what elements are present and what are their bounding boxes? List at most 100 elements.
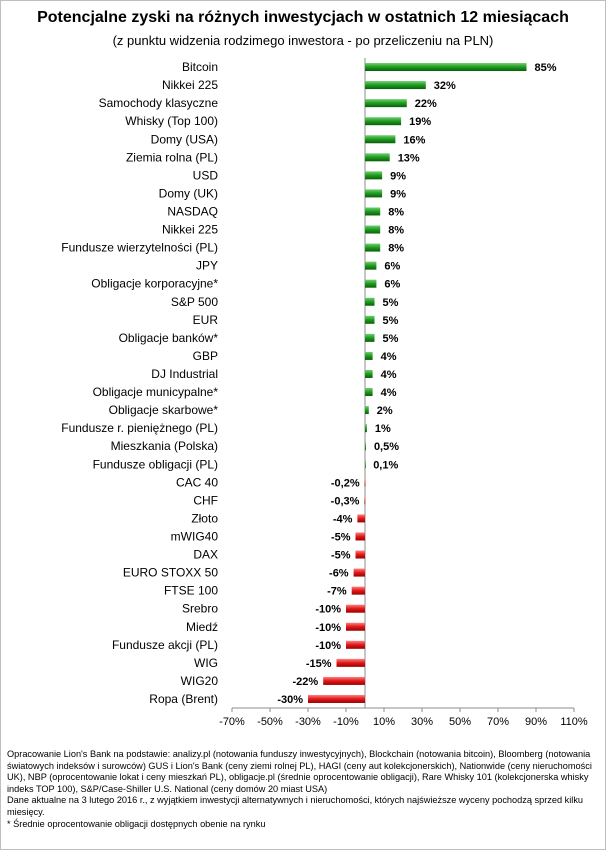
category-label: Fundusze akcji (PL) <box>112 638 218 652</box>
bar <box>365 207 381 216</box>
chart-footer: Opracowanie Lion's Bank na podstawie: an… <box>7 749 601 830</box>
category-label: mWIG40 <box>171 529 219 543</box>
bar <box>346 640 365 649</box>
bar <box>365 171 383 180</box>
x-tick-label: 90% <box>525 716 547 728</box>
bar <box>365 460 366 469</box>
category-label: Bitcoin <box>182 60 218 74</box>
category-label: Złoto <box>191 511 218 525</box>
bar <box>365 369 373 378</box>
bar <box>365 117 402 126</box>
category-label: NASDAQ <box>167 204 218 218</box>
category-label: Samochody klasyczne <box>99 96 219 110</box>
bar <box>364 478 366 487</box>
category-label: FTSE 100 <box>164 584 218 598</box>
category-label: Ropa (Brent) <box>149 692 218 706</box>
category-label: Fundusze wierzytelności (PL) <box>61 241 218 255</box>
category-label: Obligacje municypalne* <box>93 385 219 399</box>
data-label: -5% <box>331 531 351 543</box>
data-label: -0,2% <box>331 477 360 489</box>
data-label: 32% <box>434 80 456 92</box>
category-label: WIG <box>194 656 218 670</box>
category-label: JPY <box>196 259 218 273</box>
category-label: WIG20 <box>181 674 219 688</box>
data-label: 5% <box>383 315 399 327</box>
bar <box>364 496 366 505</box>
bar <box>365 189 383 198</box>
data-label: -10% <box>315 640 341 652</box>
bar <box>365 424 367 433</box>
data-label: 8% <box>388 225 404 237</box>
data-label: -10% <box>315 604 341 616</box>
data-label: 5% <box>383 333 399 345</box>
data-label: 9% <box>390 170 406 182</box>
bar <box>365 406 369 415</box>
chart-title: Potencjalne zyski na różnych inwestycjac… <box>37 9 569 26</box>
data-label: -30% <box>277 694 303 706</box>
bar <box>353 568 365 577</box>
bar <box>365 388 373 397</box>
category-label: Obligacje korporacyjne* <box>91 277 218 291</box>
category-label: S&P 500 <box>171 295 218 309</box>
data-label: 2% <box>377 405 393 417</box>
bar <box>365 99 407 108</box>
x-tick-label: -70% <box>219 716 245 728</box>
data-label: -7% <box>327 586 347 598</box>
category-label: CHF <box>193 493 218 507</box>
footer-source: Opracowanie Lion's Bank na podstawie: an… <box>7 749 592 794</box>
x-tick-label: -50% <box>257 716 283 728</box>
data-label: 4% <box>381 369 397 381</box>
data-label: 0,1% <box>373 459 398 471</box>
category-label: Fundusze r. pieniężnego (PL) <box>61 421 218 435</box>
category-label: Domy (USA) <box>151 132 218 146</box>
category-label: Domy (UK) <box>159 186 218 200</box>
data-label: -5% <box>331 550 351 562</box>
data-label: 6% <box>384 261 400 273</box>
x-tick-label: 70% <box>487 716 509 728</box>
bar <box>365 81 426 90</box>
data-label: 4% <box>381 351 397 363</box>
bar <box>355 532 365 541</box>
data-label: 22% <box>415 98 437 110</box>
data-label: -22% <box>293 676 319 688</box>
category-label: Nikkei 225 <box>162 223 218 237</box>
bar <box>365 261 377 270</box>
data-label: -4% <box>333 513 353 525</box>
bar <box>365 135 396 144</box>
bar <box>308 694 365 703</box>
bar <box>351 586 365 595</box>
data-label: 8% <box>388 206 404 218</box>
bar <box>336 658 365 667</box>
category-label: Nikkei 225 <box>162 78 218 92</box>
data-label: -10% <box>315 622 341 634</box>
category-label: DJ Industrial <box>151 367 218 381</box>
bar <box>365 279 377 288</box>
x-tick-label: 30% <box>411 716 433 728</box>
chart-subtitle: (z punktu widzenia rodzimego inwestora -… <box>112 33 494 48</box>
bar <box>365 351 373 360</box>
data-label: -15% <box>306 658 332 670</box>
category-label: USD <box>193 168 219 182</box>
category-label: CAC 40 <box>176 475 218 489</box>
x-tick-label: 50% <box>449 716 471 728</box>
data-label: 16% <box>403 134 425 146</box>
category-label: Ziemia rolna (PL) <box>126 150 218 164</box>
data-label: 13% <box>398 152 420 164</box>
data-label: 8% <box>388 243 404 255</box>
footer-footnote: * Średnie oprocentowanie obligacji dostę… <box>7 818 266 829</box>
bar <box>365 297 375 306</box>
category-label: Miedź <box>186 620 218 634</box>
bar <box>365 315 375 324</box>
data-label: 85% <box>535 62 557 74</box>
data-label: -6% <box>329 568 349 580</box>
bar <box>365 225 381 234</box>
footer-date-note: Dane aktualne na 3 lutego 2016 r., z wyj… <box>7 795 584 817</box>
bar <box>346 622 365 631</box>
category-label: DAX <box>193 548 218 562</box>
data-label: 19% <box>409 116 431 128</box>
data-label: 6% <box>384 279 400 291</box>
bar <box>365 442 366 451</box>
bar <box>355 550 365 559</box>
bar <box>365 153 390 162</box>
x-tick-label: 110% <box>560 716 588 728</box>
